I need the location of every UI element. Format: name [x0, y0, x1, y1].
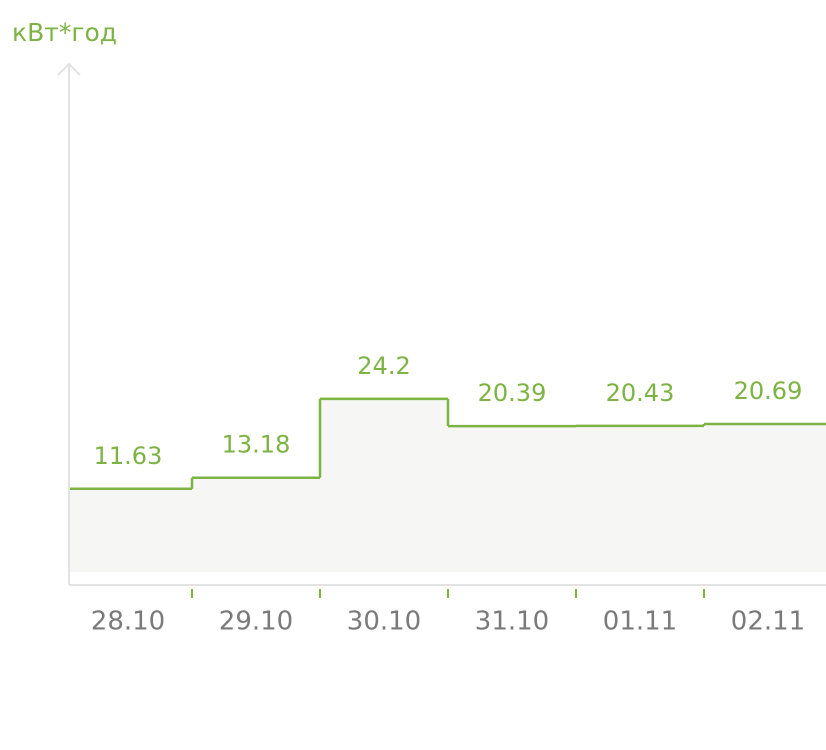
y-axis-arrow [57, 62, 81, 76]
area-segment [69, 488, 192, 572]
value-label: 13.18 [222, 431, 291, 459]
x-tick-label: 31.10 [475, 607, 549, 637]
labels: 11.63 28.10 13.18 29.10 24.2 30.10 20.39 31.10 2… [91, 352, 805, 637]
area-segment [448, 426, 576, 572]
area-segment [704, 423, 826, 572]
x-tick-label: 01.11 [603, 607, 677, 637]
value-label: 20.39 [478, 379, 547, 407]
x-tick-label: 29.10 [219, 607, 293, 637]
area-fill [69, 398, 826, 572]
step-line [69, 397, 826, 491]
x-tick-label: 02.11 [731, 607, 805, 637]
y-axis-unit: кВт*год [12, 18, 117, 47]
x-tick-label: 28.10 [91, 607, 165, 637]
plot-area: 11.63 28.10 13.18 29.10 24.2 30.10 20.39 31.10 2… [69, 352, 826, 637]
x-tick-label: 30.10 [347, 607, 421, 637]
area-segment [576, 425, 704, 572]
value-label: 24.2 [357, 352, 410, 380]
value-label: 20.43 [606, 379, 675, 407]
area-segment [320, 398, 448, 572]
area-segment [192, 477, 320, 572]
value-label: 20.69 [734, 377, 803, 405]
value-label: 11.63 [94, 442, 163, 470]
